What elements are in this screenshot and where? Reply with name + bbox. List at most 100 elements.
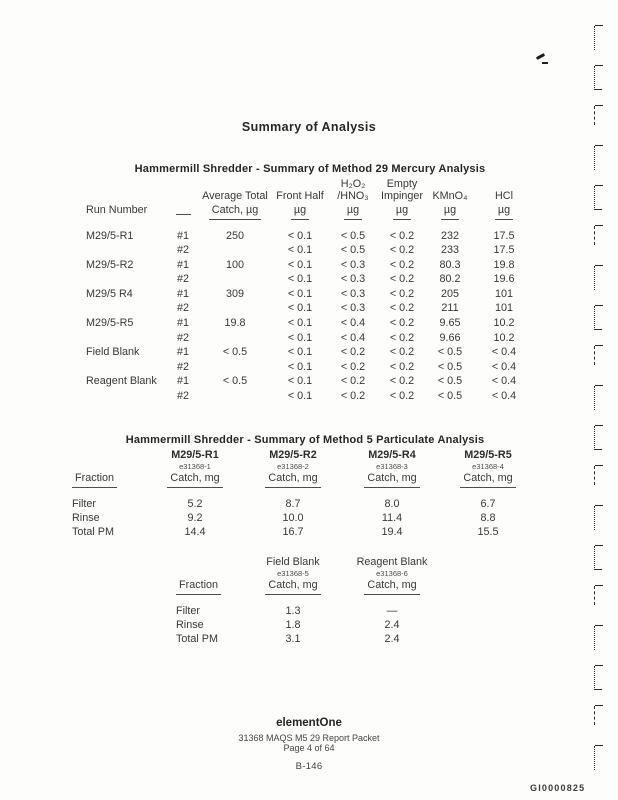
table-cell: 232 <box>440 229 459 242</box>
table-cell <box>176 569 246 579</box>
edge-mark <box>594 145 608 170</box>
table-cell: < 0.4 <box>340 331 366 344</box>
table-cell: 8.0 <box>384 498 400 510</box>
table-cell <box>86 272 168 287</box>
table-cell: 2.4 <box>384 619 400 631</box>
table-cell: < 0.1 <box>287 229 313 242</box>
table-cell: Catch, mg <box>150 471 240 488</box>
table-cell: < 0.2 <box>389 287 415 300</box>
table-cell: 19.8 <box>493 258 515 271</box>
table-cell: 5.2 <box>187 498 203 510</box>
column-underline: Catch, mg <box>364 471 420 488</box>
table-cell: Rinse <box>72 512 100 524</box>
table-cell: < 0.2 <box>340 346 366 359</box>
table-cell <box>86 360 168 375</box>
table-cell: < 0.5 <box>437 375 463 388</box>
table-cell: Total PM <box>72 526 115 538</box>
table-cell: Front Half <box>276 190 324 202</box>
table-cell: < 0.2 <box>389 375 415 388</box>
table-cell: Catch, mg <box>340 578 444 595</box>
table-cell: < 0.3 <box>340 287 366 300</box>
edge-mark <box>594 625 608 650</box>
table-cell: e31368-3 <box>376 461 408 471</box>
table-cell: < 0.1 <box>287 331 313 344</box>
edge-mark <box>594 465 608 485</box>
edge-mark <box>594 425 608 450</box>
table-cell: e31368-6 <box>376 568 408 578</box>
table-cell <box>86 389 168 404</box>
edge-mark <box>594 65 608 90</box>
table-cell: < 0.5 <box>437 360 463 373</box>
mercury-summary-table: Hammermill Shredder - Summary of Method … <box>86 163 534 404</box>
table-cell: µg <box>378 204 426 220</box>
table-cell: 9.2 <box>187 512 203 524</box>
table-cell <box>72 449 150 462</box>
table-cell: 80.3 <box>439 258 461 271</box>
table-cell <box>176 556 246 569</box>
table-cell: < 0.4 <box>491 360 517 373</box>
column-underline: Fraction <box>176 578 222 595</box>
table-cell: 15.5 <box>477 526 499 538</box>
table-cell: µg <box>474 204 534 220</box>
appendix-page-label: B-146 <box>295 761 323 772</box>
table-cell: < 0.5 <box>340 244 366 257</box>
table-cell: Field Blank <box>266 556 320 568</box>
table-cell: #1 <box>176 317 189 330</box>
column-underline: Catch, mg <box>460 471 516 488</box>
edge-mark <box>594 585 608 605</box>
table-cell: Empty <box>386 178 418 190</box>
column-underline: Catch, mg <box>265 578 321 595</box>
stray-pen-mark <box>535 52 549 64</box>
table-cell: < 0.1 <box>287 273 313 286</box>
table-cell: 9.66 <box>439 331 461 344</box>
table-cell: 80.2 <box>439 273 461 286</box>
table-cell: #1 <box>176 375 189 388</box>
blanks-summary-table: Field Blank Reagent Blank e31368-5 e31368-6… <box>176 556 444 646</box>
table-cell: < 0.1 <box>287 346 313 359</box>
table-cell: Reagent Blank <box>86 375 157 388</box>
table-cell: HCl <box>495 190 513 202</box>
table-cell: < 0.1 <box>287 287 313 300</box>
table-cell: 1.3 <box>285 605 301 617</box>
edge-mark <box>594 385 608 410</box>
particulate-table-title: Hammermill Shredder - Summary of Method … <box>125 434 485 446</box>
table-cell: < 0.5 <box>437 390 463 403</box>
column-underline: µg <box>290 204 310 220</box>
table-cell: < 0.3 <box>340 273 366 286</box>
table-cell <box>198 331 272 346</box>
column-underline: µg <box>343 204 363 220</box>
table-cell: 17.5 <box>493 229 515 242</box>
table-cell: < 0.1 <box>287 244 313 257</box>
page-number: Page 4 of 64 <box>283 743 335 753</box>
table-cell <box>198 360 272 375</box>
table-cell: Fraction <box>72 471 150 488</box>
bates-stamp: GI0000825 <box>530 783 586 793</box>
table-cell: Catch, mg <box>438 471 538 488</box>
table-cell <box>86 243 168 258</box>
table-cell: Filter <box>176 605 200 617</box>
table-cell: #1 <box>176 346 189 359</box>
table-cell: 10.2 <box>493 317 515 330</box>
table-cell: Impinger <box>380 190 423 202</box>
column-underline: Catch, mg <box>167 471 223 488</box>
table-cell: Rinse <box>176 619 204 631</box>
table-cell <box>168 178 198 190</box>
table-cell: M29/5-R5 <box>86 317 134 330</box>
table-cell: < 0.2 <box>389 244 415 257</box>
table-cell: 6.7 <box>480 498 496 510</box>
table-cell <box>474 178 534 190</box>
table-cell: < 0.2 <box>389 229 415 242</box>
edge-mark <box>594 305 608 330</box>
table-cell <box>86 301 168 316</box>
table-cell: < 0.2 <box>389 331 415 344</box>
table-cell: < 0.3 <box>340 302 366 315</box>
table-cell <box>198 243 272 258</box>
table-cell: — <box>386 605 398 617</box>
table-cell: #2 <box>176 360 189 373</box>
table-cell: /HNO₃ <box>337 190 369 202</box>
table-cell <box>198 389 272 404</box>
table-cell: < 0.4 <box>491 346 517 359</box>
table-cell: M29/5-R4 <box>368 449 416 461</box>
table-cell: < 0.5 <box>437 346 463 359</box>
